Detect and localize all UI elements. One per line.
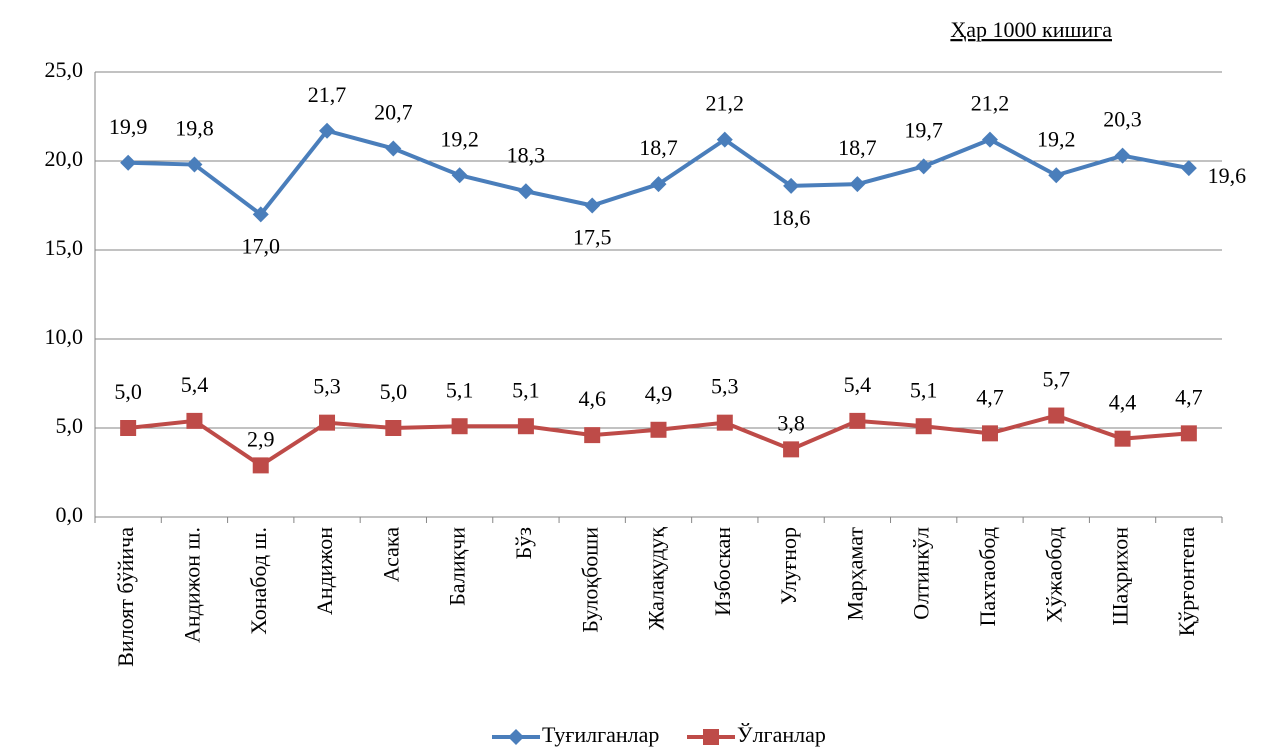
data-label: 4,9 (645, 381, 673, 406)
data-label: 18,6 (772, 205, 811, 230)
marker (650, 176, 667, 193)
data-label: 17,0 (241, 233, 280, 258)
marker (584, 197, 601, 214)
marker (319, 414, 336, 431)
marker (517, 183, 534, 200)
marker (319, 122, 336, 139)
marker (385, 140, 402, 157)
data-label: 21,7 (308, 82, 347, 107)
x-tick-label: Қўрғонтепа (1174, 527, 1199, 637)
x-tick-label: Жалақудуқ (644, 527, 669, 630)
marker (1180, 160, 1197, 177)
data-label: 21,2 (706, 91, 745, 116)
data-label: 20,3 (1103, 107, 1142, 132)
x-tick-label: Шаҳрихон (1108, 527, 1133, 626)
marker (508, 729, 524, 745)
marker (252, 206, 269, 223)
data-label: 4,7 (976, 384, 1004, 409)
y-tick-label: 10,0 (45, 324, 84, 349)
data-label: 19,2 (440, 126, 479, 151)
data-label: 5,3 (711, 374, 739, 399)
marker (385, 420, 402, 436)
x-tick-label: Булоқбоши (577, 527, 602, 633)
x-tick-label: Пахтаобод (975, 527, 1000, 627)
data-label: 4,7 (1175, 384, 1203, 409)
legend-label: Туғилганлар (542, 722, 659, 747)
x-tick-label: Асака (378, 527, 403, 582)
y-tick-label: 15,0 (45, 235, 84, 260)
data-label: 4,6 (578, 386, 606, 411)
marker (783, 177, 800, 194)
data-label: 3,8 (777, 410, 805, 435)
marker (981, 131, 998, 148)
data-label: 5,1 (910, 377, 938, 402)
marker (451, 418, 468, 435)
marker (120, 154, 137, 171)
marker (1180, 425, 1197, 442)
marker (650, 421, 667, 438)
x-tick-label: Олтинкўл (909, 527, 934, 620)
marker (915, 418, 932, 435)
x-tick-label: Андижон (312, 527, 337, 615)
marker (186, 412, 203, 429)
x-tick-label: Улуғнор (776, 527, 801, 605)
data-label: 5,0 (380, 379, 408, 404)
marker (186, 156, 203, 173)
x-tick-label: Вилоят бўйича (113, 527, 138, 667)
marker (584, 427, 601, 444)
data-label: 5,3 (313, 374, 341, 399)
marker (703, 729, 719, 745)
x-tick-label: Балиқчи (445, 527, 470, 606)
marker (1048, 167, 1065, 184)
marker (981, 425, 998, 442)
marker (716, 131, 733, 148)
annotation: Ҳар 1000 кишига (950, 17, 1112, 42)
marker (783, 441, 800, 458)
y-tick-label: 0,0 (56, 502, 84, 527)
data-label: 18,7 (639, 135, 678, 160)
marker (120, 420, 137, 436)
y-tick-label: 20,0 (45, 146, 84, 171)
data-label: 19,7 (904, 117, 943, 142)
x-tick-label: Андижон ш. (179, 527, 204, 643)
marker (1114, 147, 1131, 164)
data-label: 4,4 (1109, 390, 1137, 415)
data-label: 5,7 (1043, 367, 1071, 392)
marker (915, 158, 932, 175)
marker (252, 457, 269, 474)
y-tick-label: 5,0 (56, 413, 84, 438)
marker (1048, 407, 1065, 424)
marker (1114, 430, 1131, 447)
y-tick-label: 25,0 (45, 57, 84, 82)
data-label: 17,5 (573, 225, 612, 250)
data-label: 5,0 (114, 379, 142, 404)
marker (716, 414, 733, 431)
marker (451, 167, 468, 184)
data-label: 19,9 (109, 114, 148, 139)
marker (849, 176, 866, 193)
marker (517, 418, 534, 435)
legend-label: Ўлганлар (737, 722, 826, 747)
x-tick-label: Хонабод ш. (246, 527, 271, 635)
x-tick-label: Хўжаобод (1041, 527, 1066, 623)
x-tick-label: Избоскан (710, 527, 735, 616)
x-tick-label: Марҳамат (842, 527, 867, 621)
x-tick-label: Бўз (511, 527, 536, 559)
data-label: 20,7 (374, 100, 413, 125)
data-label: 5,1 (512, 377, 540, 402)
data-label: 5,4 (844, 372, 872, 397)
data-label: 5,4 (181, 372, 209, 397)
data-label: 19,8 (175, 116, 214, 141)
data-label: 2,9 (247, 426, 275, 451)
data-label: 5,1 (446, 377, 474, 402)
data-label: 18,3 (507, 142, 546, 167)
data-label: 18,7 (838, 135, 877, 160)
data-label: 19,2 (1037, 126, 1076, 151)
data-label: 19,6 (1208, 163, 1247, 188)
marker (849, 412, 866, 429)
data-label: 21,2 (971, 91, 1010, 116)
